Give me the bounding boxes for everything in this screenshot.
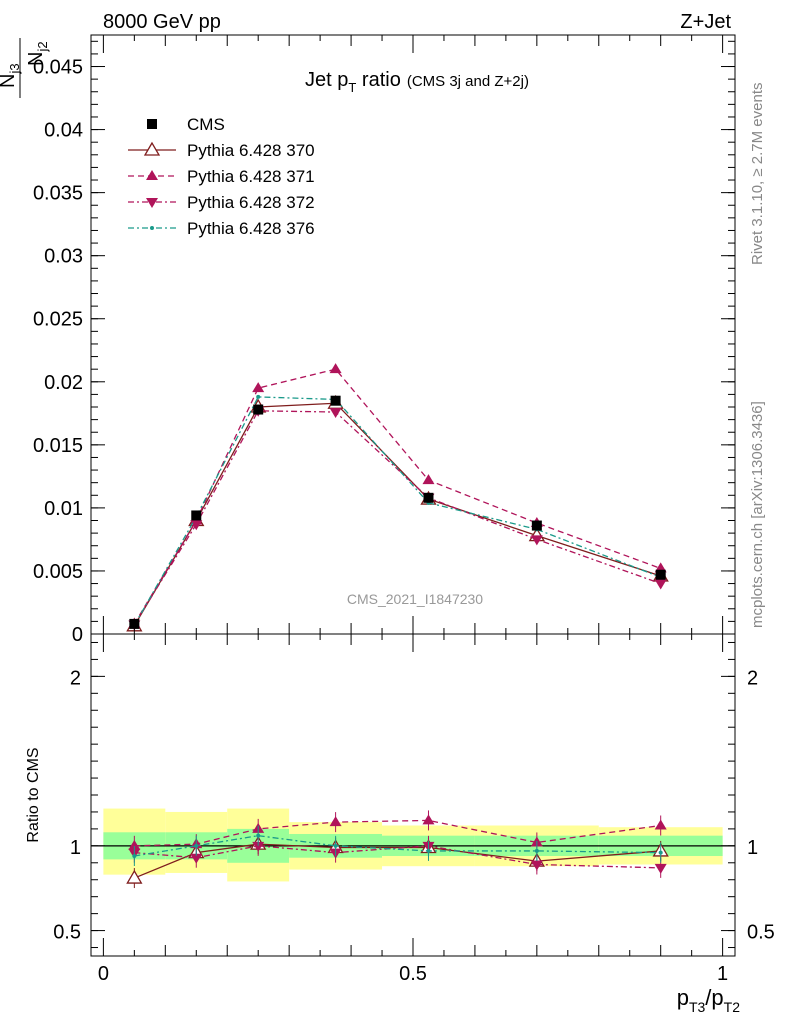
legend-label: CMS [187,115,225,134]
legend-marker [146,170,158,180]
legend-label: Pythia 6.428 372 [187,193,315,212]
cms-data-point [191,510,202,521]
ratio-frame [90,633,736,957]
rivet-label: Rivet 3.1.10, ≥ 2.7M events [749,83,766,266]
y-label-numerator: Nj3 [0,63,22,88]
main-y-tick-label: 0.025 [33,309,83,331]
ratio-series-point [126,869,143,884]
legend-marker [147,119,157,129]
main-y-tick-label: 0.04 [44,120,83,142]
main-y-ticks: 0 0.005 0.01 0.015 0.02 0.025 0.03 0.035 0.04 0.0… [33,40,735,646]
series-point [329,408,342,419]
x-tick-label: 0 [98,963,109,985]
ratio-y-tick-label: 1 [70,837,81,859]
ratio-series-point [194,843,199,848]
energy-label: 8000 GeV pp [103,11,221,33]
legend-label: Pythia 6.428 371 [187,167,315,186]
legend-entry: CMS [147,115,225,134]
ratio-plot-area [126,810,669,889]
main-panel: 0 0.005 0.01 0.015 0.02 0.025 0.03 0.035 0.04 0.0… [0,34,736,646]
ratio-y-tick-label-right: 2 [747,667,758,689]
ratio-series-point [132,854,137,859]
ratio-series-point [530,860,543,871]
title-main-2: ratio [356,69,400,91]
title-subscript: T [348,80,356,95]
legend-label: Pythia 6.428 376 [187,219,315,238]
ratio-y-tick-label: 0.5 [53,922,81,944]
cms-data-point [330,395,341,406]
ratio-series-point [422,814,435,825]
ratio-y-tick-label-right: 0.5 [747,922,775,944]
plot-title: Jet pT ratio (CMS 3j and Z+2j) [305,69,529,95]
ratio-y-tick-label-right: 1 [747,837,758,859]
legend-marker [143,141,161,156]
ratio-series-point [252,841,265,852]
y-label-denominator: Nj2 [25,41,50,66]
cms-data-point [531,520,542,531]
ratio-series-point [329,816,342,827]
series-point [256,394,261,399]
ratio-series-point [654,819,667,830]
ratio-series-point [426,848,431,853]
legend-label: Pythia 6.428 370 [187,141,315,160]
cms-data-point [253,404,264,415]
legend: CMS Pythia 6.428 370 Pythia 6.428 371 Pythi… [128,115,315,238]
series-point [329,363,342,374]
legend-marker [150,226,154,230]
cms-data-point [423,492,434,503]
series-point [422,474,435,485]
series-point [190,520,203,531]
legend-entry: Pythia 6.428 371 [128,167,315,186]
main-plot-area [126,363,669,632]
ratio-y-tick-label: 2 [70,667,81,689]
ratio-series-point [333,843,338,848]
main-y-tick-label: 0.045 [33,57,83,79]
series-pythia-6-428-371 [128,363,667,628]
legend-marker [146,198,158,208]
main-y-tick-label: 0.005 [33,561,83,583]
title-extra: (CMS 3j and Z+2j) [407,73,529,90]
ratio-y-ticks: 0.5 0.5 1 1 2 2 [53,641,775,949]
legend-entry: Pythia 6.428 370 [128,141,315,160]
legend-entry: Pythia 6.428 376 [128,219,315,238]
series-point [530,535,543,546]
x-tick-label: 0.5 [399,963,427,985]
series-cms [129,395,666,629]
main-y-label: Nj3 Nj2 [0,38,50,98]
series-point [252,382,265,393]
process-label: Z+Jet [680,11,731,33]
main-y-tick-label: 0.01 [44,498,83,520]
ratio-series-point [534,848,539,853]
main-x-ticks [102,35,724,634]
source-label: mcplots.cern.ch [arXiv:1306.3436] [749,401,766,628]
ratio-y-label: Ratio to CMS [25,747,42,842]
x-axis-label: pT3/pT2 [677,985,741,1015]
ratio-series-point [654,863,667,874]
cms-data-point [129,618,140,629]
title-main: Jet p [305,69,348,91]
ratio-series-pythia-6-428-376 [132,825,663,867]
legend-entry: Pythia 6.428 372 [128,193,315,212]
cms-data-point [655,569,666,580]
main-y-tick-label: 0 [72,624,83,646]
main-y-tick-label: 0.015 [33,435,83,457]
ratio-series-point [190,853,203,864]
ratio-series-point [256,833,261,838]
ratio-x-ticks: 0 0.5 1 [98,634,728,985]
series-line [133,368,661,625]
ratio-series-point [658,850,663,855]
watermark: CMS_2021_I1847230 [347,591,483,607]
main-y-tick-label: 0.02 [44,372,83,394]
main-y-tick-label: 0.035 [33,183,83,205]
ratio-panel: 0.5 0.51 12 2 0 0.5 1 Ratio to CMS pT3/pT2 [25,633,775,1015]
x-tick-label: 1 [717,963,728,985]
series-point [654,579,667,590]
main-y-tick-label: 0.03 [44,246,83,268]
